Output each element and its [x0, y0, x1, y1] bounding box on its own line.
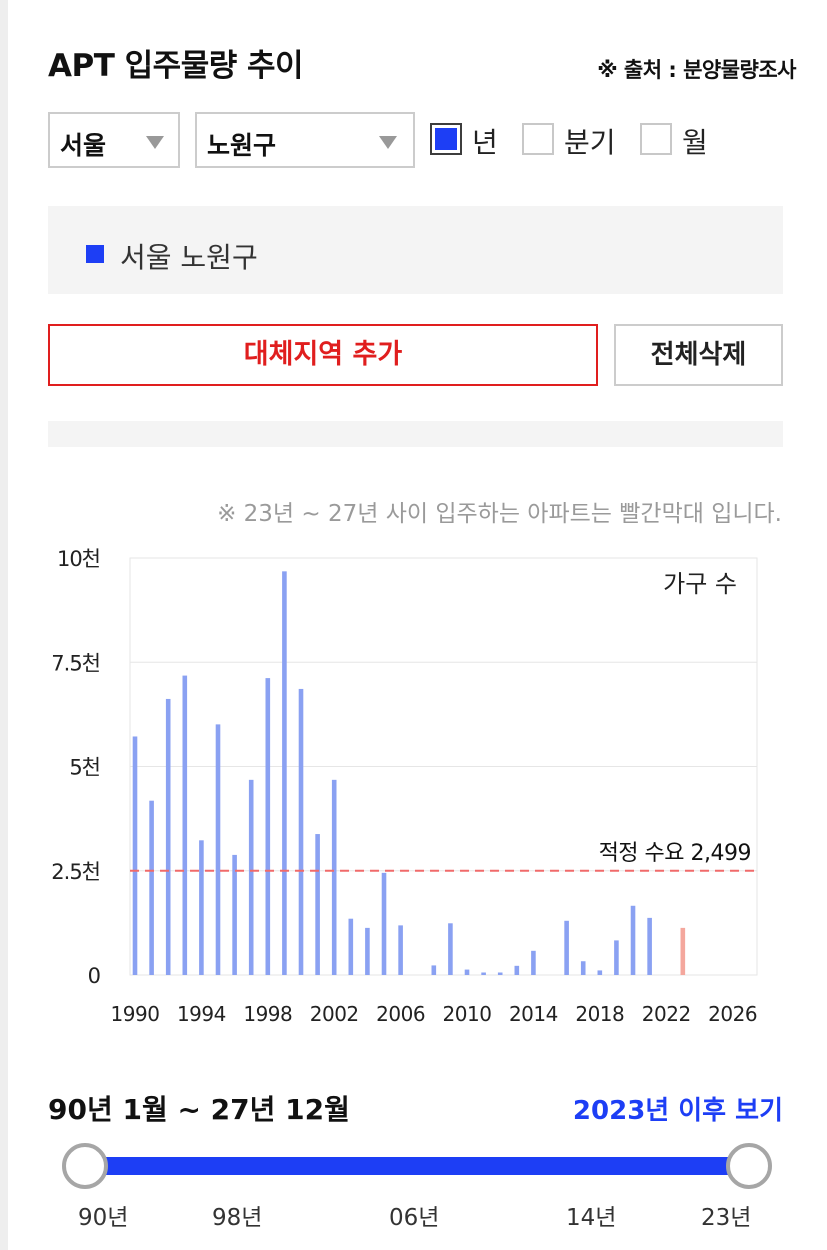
city-select-value: 서울	[60, 131, 107, 160]
bar-2010	[464, 969, 470, 975]
x-tick-label: 2018	[575, 1002, 624, 1026]
period-quarter-checkbox[interactable]: 분기	[522, 123, 632, 159]
slider-label: 98년	[212, 1205, 263, 1231]
slider-label: 06년	[389, 1205, 440, 1231]
bar-2018	[597, 970, 603, 975]
range-slider-end-handle[interactable]	[726, 1143, 772, 1189]
bar-1997	[248, 779, 254, 975]
chevron-down-icon	[146, 136, 164, 149]
bar-1993	[182, 675, 188, 975]
bar-2001	[315, 834, 320, 975]
bar-1992	[165, 698, 171, 975]
region-color-swatch	[86, 245, 104, 263]
source-note: ※ 출처 : 분양물량조사	[597, 58, 796, 82]
bar-2020	[630, 905, 636, 975]
date-range-text: 90년 1월 ~ 27년 12월	[48, 1093, 350, 1126]
bar-1999	[282, 571, 287, 975]
y-tick-label: 0	[88, 964, 100, 988]
x-tick-label: 1998	[243, 1002, 292, 1026]
chart-unit-label: 가구 수	[663, 570, 737, 598]
x-tick-label: 2022	[642, 1002, 691, 1026]
bar-2012	[497, 972, 503, 975]
checkbox-box[interactable]	[430, 123, 462, 155]
bar-2003	[348, 918, 354, 975]
bar-1991	[149, 800, 154, 975]
bar-2023	[680, 927, 686, 975]
delete-all-button[interactable]: 전체삭제	[614, 324, 783, 386]
y-tick-label: 2.5천	[51, 860, 100, 884]
divider-strip	[48, 421, 783, 447]
checkbox-box[interactable]	[522, 123, 554, 155]
period-month-checkbox[interactable]: 월	[640, 123, 720, 159]
city-select[interactable]: 서울	[48, 112, 180, 168]
bars-layer	[132, 571, 686, 975]
slider-label: 14년	[566, 1205, 617, 1231]
district-select-value: 노원구	[207, 131, 277, 160]
bar-1998	[265, 678, 271, 975]
bar-1995	[215, 724, 221, 975]
chevron-down-icon	[379, 136, 397, 149]
x-tick-label: 2002	[310, 1002, 359, 1026]
reference-layer: 적정 수요 2,499	[130, 841, 757, 872]
x-tick-label: 2006	[376, 1002, 425, 1026]
bar-2002	[331, 779, 337, 975]
bar-2008	[431, 965, 437, 975]
bar-2004	[365, 927, 370, 975]
bar-1990	[132, 736, 138, 975]
period-year-checkbox[interactable]: 년	[430, 123, 510, 159]
reference-line-label: 적정 수요 2,499	[599, 841, 751, 866]
x-tick-label: 2014	[509, 1002, 558, 1026]
x-tick-label: 1994	[177, 1002, 226, 1026]
bar-2013	[514, 965, 520, 975]
bar-2014	[531, 950, 536, 975]
bar-2021	[647, 917, 652, 975]
y-tick-label: 10천	[57, 547, 100, 571]
period-year-label: 년	[472, 126, 498, 159]
bar-2005	[381, 872, 387, 975]
slider-label: 23년	[701, 1205, 752, 1231]
y-tick-label: 7.5천	[51, 651, 100, 675]
bar-2000	[298, 688, 304, 975]
bar-2009	[448, 923, 453, 975]
bar-1994	[199, 840, 204, 975]
apt-supply-chart: 적정 수요 2,499 0 2.5천 5천 7.5천 10천 1990 1994 1998 20…	[51, 547, 758, 1026]
slider-label: 90년	[78, 1205, 129, 1231]
x-tick-label: 2026	[708, 1002, 757, 1026]
period-month-label: 월	[682, 126, 708, 159]
divider	[83, 294, 748, 297]
bar-2016	[564, 920, 569, 975]
region-name: 서울 노원구	[120, 241, 258, 274]
period-quarter-label: 분기	[564, 126, 616, 159]
range-slider-start-handle[interactable]	[62, 1143, 108, 1189]
bar-2011	[481, 972, 486, 975]
checkbox-box[interactable]	[640, 123, 672, 155]
selected-region-panel: 서울 노원구	[48, 206, 783, 297]
view-after-2023-link[interactable]: 2023년 이후 보기	[572, 1096, 783, 1126]
bar-2019	[614, 940, 619, 975]
range-slider-track[interactable]	[86, 1157, 748, 1175]
y-tick-label: 5천	[69, 756, 100, 780]
ticks-layer: 0 2.5천 5천 7.5천 10천 1990 1994 1998 2002 2006 2010 20…	[51, 547, 757, 1026]
district-select[interactable]: 노원구	[195, 112, 415, 168]
bar-2017	[580, 961, 586, 975]
x-tick-label: 1990	[111, 1002, 160, 1026]
x-tick-label: 2010	[443, 1002, 492, 1026]
left-edge	[0, 0, 8, 1250]
chart-note: ※ 23년 ~ 27년 사이 입주하는 아파트는 빨간막대 입니다.	[217, 501, 782, 527]
grid-layer	[129, 557, 758, 976]
add-alternative-region-button[interactable]: 대체지역 추가	[48, 324, 598, 386]
bar-2006	[398, 925, 403, 975]
bar-1996	[232, 854, 237, 975]
page-title: APT 입주물량 추이	[48, 48, 304, 84]
